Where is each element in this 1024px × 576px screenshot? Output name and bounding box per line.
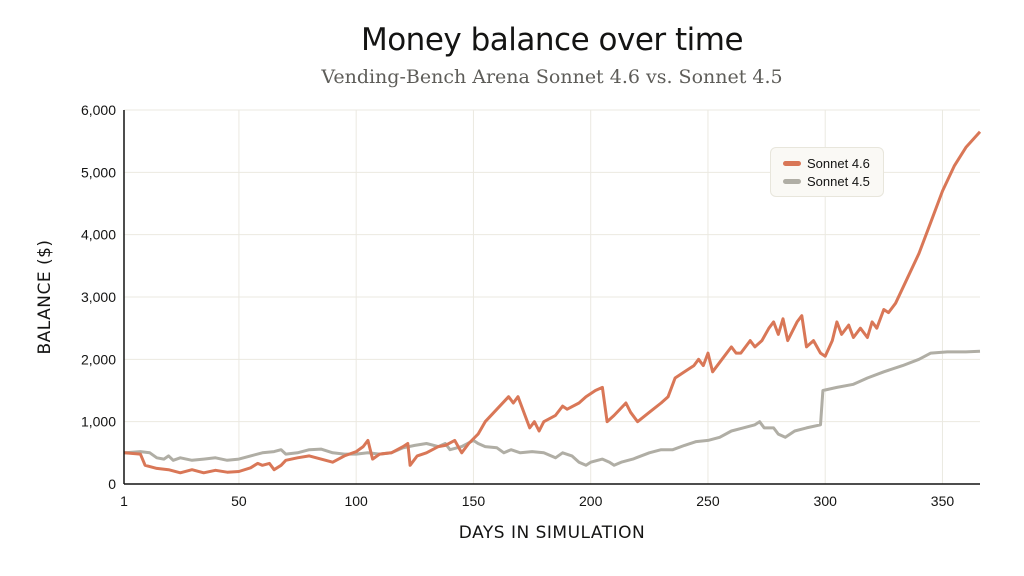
series-line-sonnet-4-5: [123, 349, 981, 467]
legend-swatch: [783, 161, 801, 166]
y-tick-label: 0: [108, 476, 116, 492]
y-tick-label: 1,000: [81, 414, 116, 430]
axes: [123, 110, 980, 485]
y-tick-label: 3,000: [81, 289, 116, 305]
x-tick-label: 200: [579, 493, 603, 509]
legend-label: Sonnet 4.6: [807, 156, 870, 171]
series-line-sonnet-4-6: [123, 130, 982, 475]
x-tick-label: 100: [344, 493, 368, 509]
y-tick-label: 6,000: [81, 102, 116, 118]
series-lines: [123, 130, 982, 475]
chart-title: Money balance over time: [360, 22, 744, 58]
legend-swatch: [783, 179, 801, 184]
legend-item-sonnet-4-6: Sonnet 4.6: [783, 156, 870, 171]
y-axis-label: BALANCE ($): [35, 239, 55, 354]
y-tick-label: 2,000: [81, 351, 116, 367]
x-axis-label: DAYS IN SIMULATION: [459, 523, 645, 543]
chart-subtitle: Vending-Bench Arena Sonnet 4.6 vs. Sonne…: [321, 66, 783, 88]
x-tick-label: 300: [814, 493, 838, 509]
y-tick-label: 5,000: [81, 164, 116, 180]
legend-label: Sonnet 4.5: [807, 174, 870, 189]
x-tick-label: 150: [462, 493, 486, 509]
x-tick-label: 250: [696, 493, 720, 509]
grid: [124, 109, 980, 484]
legend: Sonnet 4.6 Sonnet 4.5: [770, 147, 884, 197]
x-tick-label: 350: [931, 493, 955, 509]
legend-item-sonnet-4-5: Sonnet 4.5: [783, 174, 870, 189]
x-tick-label: 50: [231, 493, 247, 509]
x-tick-label: 1: [120, 493, 128, 509]
y-tick-label: 4,000: [81, 227, 116, 243]
